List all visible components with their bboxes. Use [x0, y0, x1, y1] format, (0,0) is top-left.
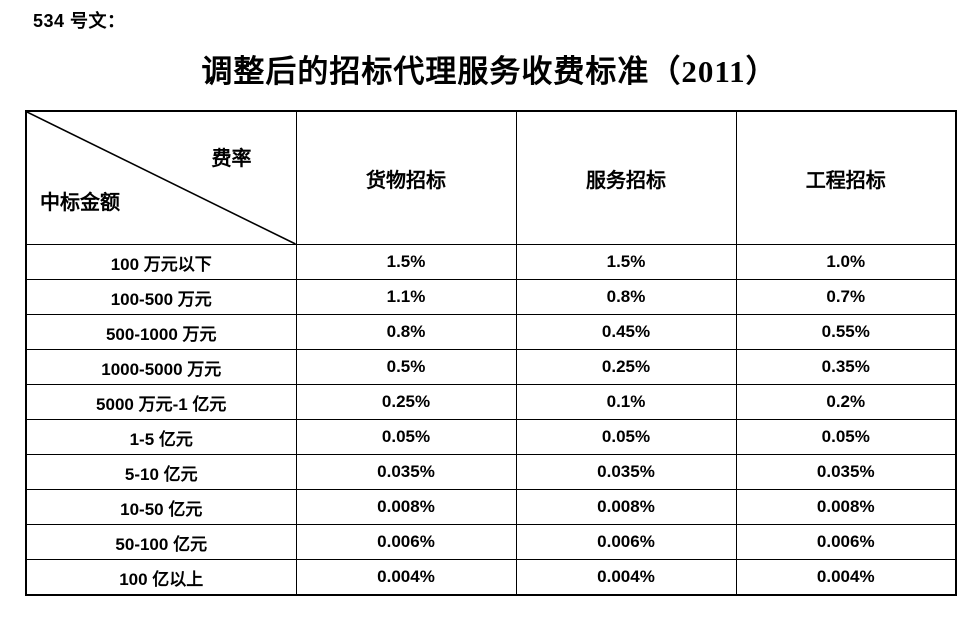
- diagonal-header-cell: 费率 中标金额: [25, 110, 297, 245]
- rate-cell: 0.45%: [515, 314, 737, 350]
- rate-cell: 0.035%: [735, 454, 957, 490]
- table-body: 100 万元以下 1.5% 1.5% 1.0% 100-500 万元 1.1% 0.8% 0.…: [25, 244, 957, 596]
- rate-cell: 0.55%: [735, 314, 957, 350]
- corner-label-rate: 费率: [211, 148, 252, 170]
- table-row: 100 亿以上 0.004% 0.004% 0.004%: [25, 559, 957, 596]
- rate-cell: 0.004%: [295, 559, 517, 596]
- rate-cell: 1.5%: [515, 244, 737, 280]
- rate-cell: 0.008%: [295, 489, 517, 525]
- diagonal-divider-line: [27, 112, 296, 244]
- rate-cell: 0.7%: [735, 279, 957, 315]
- corner-label-bid-amount: 中标金额: [40, 192, 120, 214]
- rate-cell: 0.004%: [515, 559, 737, 596]
- fee-standard-table: 费率 中标金额 货物招标 服务招标 工程招标 100 万元以下 1.5% 1.5% 1…: [25, 110, 957, 596]
- table-row: 5000 万元-1 亿元 0.25% 0.1% 0.2%: [25, 384, 957, 420]
- column-header-services: 服务招标: [515, 110, 737, 245]
- table-row: 500-1000 万元 0.8% 0.45% 0.55%: [25, 314, 957, 350]
- rate-cell: 0.8%: [295, 314, 517, 350]
- row-label-amount-range: 100-500 万元: [25, 279, 297, 315]
- rate-cell: 0.8%: [515, 279, 737, 315]
- rate-cell: 0.35%: [735, 349, 957, 385]
- rate-cell: 0.25%: [515, 349, 737, 385]
- row-label-amount-range: 1000-5000 万元: [25, 349, 297, 385]
- rate-cell: 0.05%: [515, 419, 737, 455]
- rate-cell: 0.5%: [295, 349, 517, 385]
- rate-cell: 0.008%: [735, 489, 957, 525]
- table-row: 1-5 亿元 0.05% 0.05% 0.05%: [25, 419, 957, 455]
- rate-cell: 0.1%: [515, 384, 737, 420]
- row-label-amount-range: 100 万元以下: [25, 244, 297, 280]
- row-label-amount-range: 50-100 亿元: [25, 524, 297, 560]
- column-header-engineering: 工程招标: [735, 110, 957, 245]
- row-label-amount-range: 5000 万元-1 亿元: [25, 384, 297, 420]
- rate-cell: 0.004%: [735, 559, 957, 596]
- table-row: 10-50 亿元 0.008% 0.008% 0.008%: [25, 489, 957, 525]
- rate-cell: 0.006%: [295, 524, 517, 560]
- rate-cell: 0.006%: [735, 524, 957, 560]
- rate-cell: 0.006%: [515, 524, 737, 560]
- row-label-amount-range: 10-50 亿元: [25, 489, 297, 525]
- table-row: 50-100 亿元 0.006% 0.006% 0.006%: [25, 524, 957, 560]
- page-title: 调整后的招标代理服务收费标准（2011）: [201, 54, 778, 89]
- doc-number-label: 534 号文：: [33, 11, 126, 31]
- table-header-row: 费率 中标金额 货物招标 服务招标 工程招标: [25, 110, 957, 245]
- rate-cell: 1.1%: [295, 279, 517, 315]
- rate-cell: 0.25%: [295, 384, 517, 420]
- row-label-amount-range: 5-10 亿元: [25, 454, 297, 490]
- rate-cell: 0.05%: [295, 419, 517, 455]
- table-row: 100 万元以下 1.5% 1.5% 1.0%: [25, 244, 957, 280]
- row-label-amount-range: 1-5 亿元: [25, 419, 297, 455]
- rate-cell: 0.008%: [515, 489, 737, 525]
- rate-cell: 0.035%: [515, 454, 737, 490]
- table-row: 100-500 万元 1.1% 0.8% 0.7%: [25, 279, 957, 315]
- row-label-amount-range: 100 亿以上: [25, 559, 297, 596]
- rate-cell: 0.2%: [735, 384, 957, 420]
- rate-cell: 1.0%: [735, 244, 957, 280]
- table-row: 5-10 亿元 0.035% 0.035% 0.035%: [25, 454, 957, 490]
- rate-cell: 0.05%: [735, 419, 957, 455]
- rate-cell: 0.035%: [295, 454, 517, 490]
- row-label-amount-range: 500-1000 万元: [25, 314, 297, 350]
- table-row: 1000-5000 万元 0.5% 0.25% 0.35%: [25, 349, 957, 385]
- rate-cell: 1.5%: [295, 244, 517, 280]
- column-header-goods: 货物招标: [295, 110, 517, 245]
